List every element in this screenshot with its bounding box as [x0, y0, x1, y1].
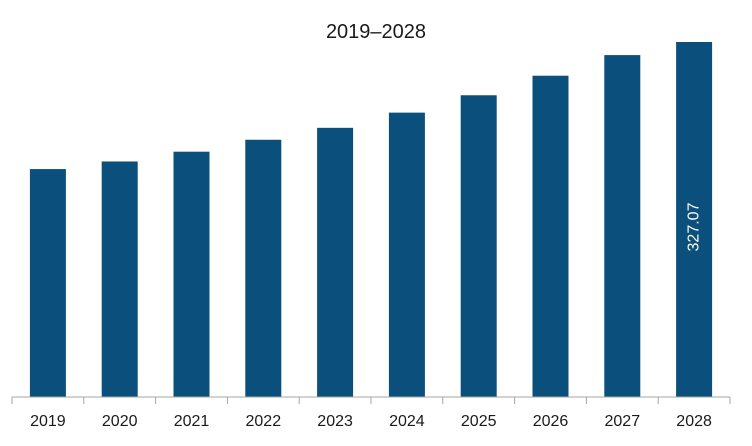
bar-2025 [460, 95, 497, 397]
x-tick-label-2027: 2027 [605, 413, 641, 430]
x-tick-label-2021: 2021 [174, 413, 210, 430]
x-axis-tick-labels: 2019 2020 2021 2022 2023 2024 2025 2026 2027 2028 [30, 413, 712, 430]
x-tick-label-2026: 2026 [533, 413, 569, 430]
bar-2019 [29, 169, 66, 397]
bar-2020 [101, 161, 138, 397]
x-tick-label-2025: 2025 [461, 413, 497, 430]
bar-2027 [604, 55, 641, 397]
bar-2023 [317, 127, 354, 397]
x-tick-label-2028: 2028 [676, 413, 712, 430]
x-tick-label-2022: 2022 [246, 413, 282, 430]
bar-2028 [676, 42, 713, 397]
x-tick-label-2020: 2020 [102, 413, 138, 430]
bar-2022 [245, 139, 282, 397]
bar-2024 [388, 112, 425, 397]
chart-title: 2019–2028 [326, 21, 426, 43]
bar-2021 [173, 151, 210, 397]
x-tick-label-2023: 2023 [317, 413, 353, 430]
data-label-2028: 327.07 [686, 202, 703, 251]
bars-layer [29, 42, 713, 397]
x-tick-label-2024: 2024 [389, 413, 425, 430]
data-labels: 327.07 [686, 202, 703, 251]
bar-2026 [532, 75, 569, 397]
x-axis-ticks [11, 397, 731, 404]
x-tick-label-2019: 2019 [30, 413, 66, 430]
